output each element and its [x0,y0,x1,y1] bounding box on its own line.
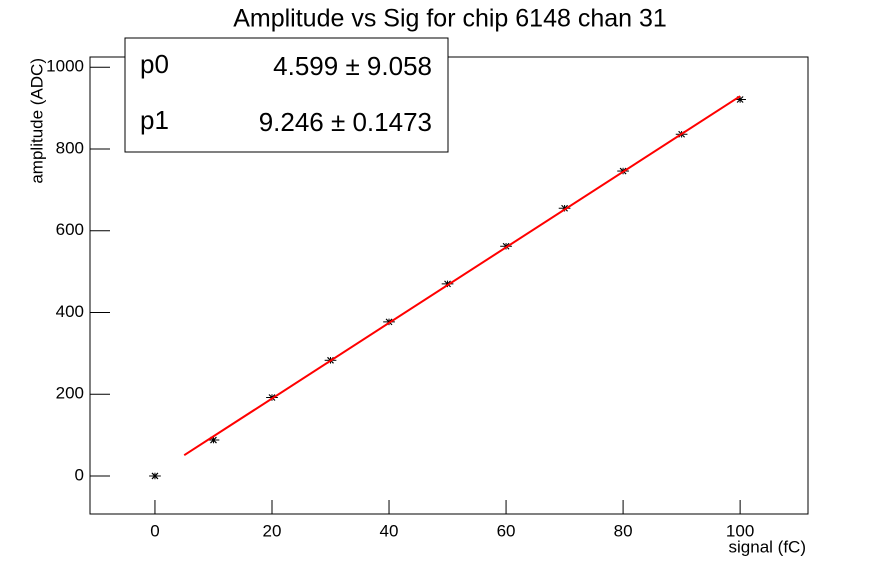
x-tick-label: 40 [380,521,399,540]
plot-area [90,66,746,514]
y-tick-label: 200 [56,384,84,403]
stat-value: 4.599 ± 9.058 [273,51,432,81]
x-axis-label: signal (fC) [729,537,806,556]
y-tick-label: 1000 [46,57,84,76]
stat-value: 9.246 ± 0.1473 [259,107,432,137]
x-tick-label: 60 [497,521,516,540]
stat-name: p1 [140,105,169,135]
y-axis-label: amplitude (ADC) [27,58,46,184]
y-tick-label: 0 [75,465,84,484]
point [151,472,159,480]
y-tick-label: 400 [56,302,84,321]
fit-line [183,95,741,457]
x-tick-label: 100 [726,521,754,540]
y-tick-label: 600 [56,220,84,239]
stat-name: p0 [140,49,169,79]
x-tick-label: 80 [614,521,633,540]
y-tick-label: 800 [56,138,84,157]
stats-box [124,37,449,153]
plot-frame [89,56,809,515]
chart-title: Amplitude vs Sig for chip 6148 chan 31 [233,5,667,33]
x-tick-label: 0 [150,521,159,540]
x-tick-label: 20 [263,521,282,540]
